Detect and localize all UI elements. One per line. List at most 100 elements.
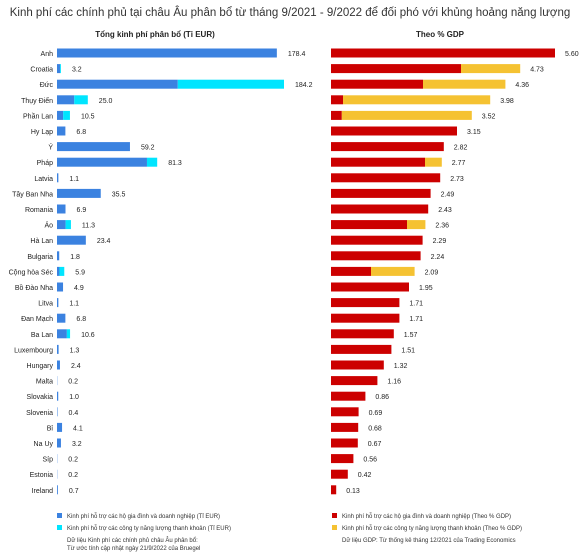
- right-value-thuy-dien: 3.98: [500, 98, 514, 105]
- country-label-malta: Malta: [36, 379, 53, 386]
- right-bar-thuy-dien-energy: [343, 95, 491, 105]
- right-bar-y-households: [331, 142, 444, 152]
- left-bar-croatia-energy: [60, 64, 61, 74]
- left-bar-litva-households: [57, 298, 59, 308]
- right-bar-hungary-households: [331, 360, 384, 370]
- left-value-phan-lan: 10.5: [81, 113, 95, 120]
- left-bar-croatia-households: [57, 64, 61, 74]
- left-value-anh: 178.4: [288, 51, 306, 58]
- left-bar-anh-households: [57, 48, 277, 58]
- left-bar-y-households: [57, 142, 130, 152]
- left-bar-tay-ban-nha-households: [57, 188, 101, 198]
- left-chart: Anh 178.4 Croatia 3.2 Đức 184.2 Thụy Điển 25.0 P…: [9, 48, 313, 495]
- country-label-cong-hoa-sec: Cộng hòa Séc: [9, 269, 54, 276]
- legend-swatch-energy-gdp: [332, 525, 337, 530]
- right-value-y: 2.82: [454, 145, 468, 152]
- right-value-ireland: 0.13: [346, 488, 360, 495]
- left-value-ba-lan: 10.6: [81, 332, 95, 339]
- left-value-ao: 11.3: [82, 223, 95, 230]
- left-bar-luxembourg-households: [57, 344, 59, 354]
- left-value-slovenia: 0.4: [68, 410, 78, 417]
- country-label-bulgaria: Bulgaria: [27, 254, 53, 261]
- left-bar-bo-dao-nha-households: [57, 282, 64, 292]
- left-value-romania: 6.9: [77, 207, 87, 214]
- left-bar-ao-energy: [65, 220, 71, 230]
- right-bar-tay-ban-nha-households: [331, 188, 431, 198]
- right-value-croatia: 4.73: [530, 67, 544, 74]
- left-bar-hungary-households: [57, 360, 60, 370]
- right-bar-bi-households: [331, 422, 359, 432]
- right-value-dan-mach: 1.71: [409, 316, 423, 323]
- right-legend: Kinh phí hỗ trợ các hộ gia đình và doanh…: [332, 513, 522, 544]
- left-value-latvia: 1.1: [69, 176, 79, 183]
- country-label-bi: Bỉ: [47, 424, 54, 432]
- left-bar-latvia-households: [57, 173, 59, 183]
- chart-title: Kinh phí các chính phủ tại châu Âu phân …: [10, 6, 571, 19]
- right-chart: 5.60 4.73 4.36 3.98 3.52 3.15 2.82 2.77 2.73 2.49…: [331, 48, 579, 495]
- left-bar-thuy-dien-energy: [74, 95, 88, 105]
- left-bar-phap-energy: [146, 157, 158, 167]
- left-value-duc: 184.2: [295, 82, 313, 89]
- left-bar-cong-hoa-sec-households: [57, 266, 60, 276]
- left-value-bi: 4.1: [73, 425, 83, 432]
- left-value-sip: 0.2: [68, 457, 78, 464]
- right-bar-cong-hoa-sec-energy: [371, 266, 415, 276]
- right-value-romania: 2.43: [438, 207, 452, 214]
- legend-label-energy-eur: Kinh phí hỗ trợ các công ty năng lượng t…: [67, 525, 231, 532]
- left-value-slovakia: 1.0: [69, 394, 79, 401]
- right-bar-romania-households: [331, 204, 429, 214]
- left-value-ireland: 0.7: [69, 488, 79, 495]
- right-bar-phap-households: [331, 157, 425, 167]
- country-label-dan-mach: Đan Mạch: [21, 316, 53, 323]
- country-label-sip: Síp: [42, 457, 53, 464]
- right-bar-ha-lan-households: [331, 235, 423, 245]
- right-bar-ao-energy: [407, 220, 426, 230]
- country-label-slovakia: Slovakia: [27, 394, 54, 401]
- left-value-dan-mach: 6.8: [76, 316, 86, 323]
- legend-swatch-energy-eur: [57, 525, 62, 530]
- left-bar-phan-lan-households: [57, 110, 64, 120]
- left-bar-hy-lap-households: [57, 126, 66, 136]
- left-value-hy-lap: 6.8: [76, 129, 86, 136]
- right-value-slovenia: 0.69: [369, 410, 383, 417]
- right-bar-thuy-dien-households: [331, 95, 343, 105]
- country-label-hungary: Hungary: [27, 363, 54, 370]
- right-value-bo-dao-nha: 1.95: [419, 285, 433, 292]
- left-value-y: 59.2: [141, 145, 155, 152]
- left-value-croatia: 3.2: [72, 67, 82, 74]
- right-value-ba-lan: 1.57: [404, 332, 418, 339]
- left-bar-duc-households: [57, 79, 178, 89]
- right-bar-estonia-households: [331, 469, 348, 479]
- right-value-luxembourg: 1.51: [401, 347, 415, 354]
- country-label-ireland: Ireland: [32, 488, 54, 495]
- country-label-duc: Đức: [40, 82, 54, 89]
- right-bar-croatia-energy: [461, 64, 521, 74]
- left-legend: Kinh phí hỗ trợ các hộ gia đình và doanh…: [57, 513, 231, 552]
- right-bar-sip-households: [331, 454, 354, 464]
- country-label-y: Ý: [48, 143, 53, 152]
- country-label-litva: Litva: [38, 301, 53, 308]
- country-label-slovenia: Slovenia: [26, 410, 53, 417]
- right-bar-litva-households: [331, 298, 400, 308]
- left-bar-ha-lan-households: [57, 235, 86, 245]
- left-value-na-uy: 3.2: [72, 441, 82, 448]
- left-note-line-1: Dữ liệu Kinh phí các chính phủ châu Âu p…: [67, 537, 198, 544]
- legend-label-households-eur: Kinh phí hỗ trợ các hộ gia đình và doanh…: [67, 513, 220, 520]
- right-value-ao: 2.36: [435, 223, 449, 230]
- left-value-cong-hoa-sec: 5.9: [75, 269, 85, 276]
- country-label-thuy-dien: Thụy Điển: [21, 97, 53, 105]
- right-value-hy-lap: 3.15: [467, 129, 481, 136]
- left-value-phap: 81.3: [168, 160, 182, 167]
- right-value-na-uy: 0.67: [368, 441, 382, 448]
- left-value-bulgaria: 1.8: [70, 254, 80, 261]
- left-bar-ba-lan-energy: [66, 329, 71, 339]
- right-value-bulgaria: 2.24: [431, 254, 445, 261]
- left-bar-cong-hoa-sec-energy: [59, 266, 65, 276]
- country-label-na-uy: Na Uy: [34, 441, 54, 448]
- country-label-phap: Pháp: [37, 160, 53, 167]
- left-value-hungary: 2.4: [71, 363, 81, 370]
- right-value-malta: 1.16: [387, 379, 401, 386]
- right-bar-cong-hoa-sec-households: [331, 266, 371, 276]
- country-label-luxembourg: Luxembourg: [14, 347, 53, 354]
